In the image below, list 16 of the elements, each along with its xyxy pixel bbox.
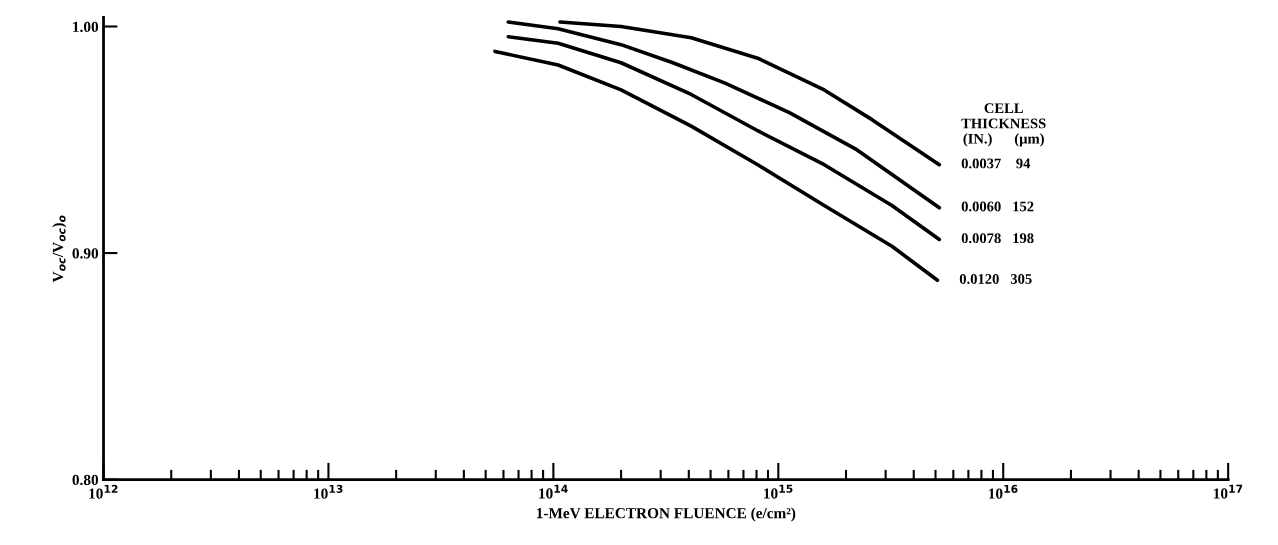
series-label: 0.0078 198 [961, 233, 1034, 244]
y-tick-label: 1.00 [73, 21, 99, 33]
series-label: 0.0037 94 [961, 158, 1031, 169]
x-tick-label: 10$^{12}$ [89, 484, 118, 499]
x-tick-label: 10$^{13}$ [314, 484, 343, 499]
legend-title: CELL THICKNESS (IN.) (µm) [961, 103, 1046, 147]
y-tick-label: 0.90 [72, 248, 99, 259]
x-tick-label: 10$^{16}$ [989, 484, 1018, 499]
x-tick-label: 10$^{15}$ [764, 484, 793, 499]
series-label: 0.0120 305 [959, 274, 1032, 284]
y-axis-title: V$_{oc}$/V$_{oc}$)$_{o}$ [52, 215, 67, 283]
series-label: 0.0060 152 [961, 201, 1034, 212]
x-axis-title: 1-MeV ELECTRON FLUENCE (e/cm²) [536, 507, 796, 522]
y-tick-label: 0.80 [72, 474, 99, 486]
x-tick-label: 10$^{14}$ [539, 484, 568, 499]
x-tick-label: 10$^{17}$ [1213, 484, 1243, 499]
